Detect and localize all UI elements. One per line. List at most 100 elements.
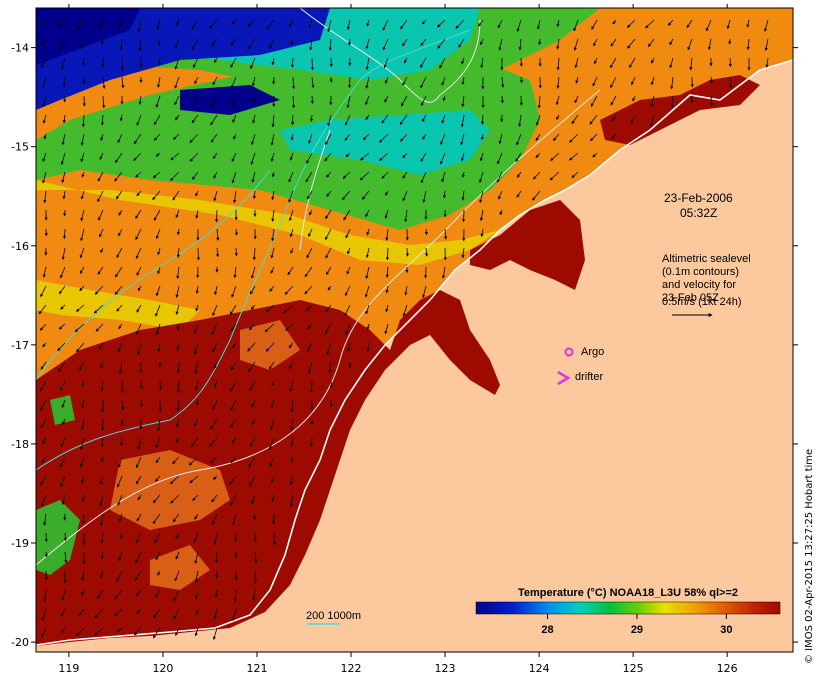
velocity-arrow [216,228,220,241]
velocity-arrow [62,228,67,240]
velocity-arrow [137,285,142,292]
velocity-arrow [250,152,256,165]
velocity-arrow [99,475,104,486]
velocity-arrow [121,76,125,89]
velocity-arrow [345,228,351,239]
velocity-arrow [115,152,123,164]
velocity-arrow [135,228,142,241]
velocity-arrow [291,114,295,126]
velocity-arrow [100,551,104,560]
velocity-arrow [589,114,598,125]
velocity-arrow [306,342,313,352]
velocity-arrow [359,171,370,181]
velocity-arrow [421,19,427,25]
velocity-arrow [287,266,294,276]
velocity-arrow [555,95,560,106]
velocity-arrow [41,38,47,46]
velocity-arrow [118,209,123,216]
velocity-arrow [64,551,68,564]
velocity-arrow [115,190,123,200]
velocity-arrow [41,494,47,507]
velocity-arrow [234,228,238,236]
velocity-arrow [344,133,351,141]
velocity-arrow [233,266,237,279]
velocity-arrow [155,456,161,464]
velocity-arrow [385,266,389,278]
sea-orange-patches [110,320,300,590]
velocity-arrow [99,494,104,507]
velocity-arrow [136,266,142,276]
velocity-arrow [272,513,276,525]
velocity-arrow [40,418,47,429]
velocity-arrow [498,38,503,51]
velocity-arrow [309,437,313,447]
lon-tick-label: 122 [341,662,362,675]
velocity-arrow [172,513,180,523]
velocity-arrow [311,76,315,89]
velocity-arrow [308,19,313,29]
velocity-arrow [627,38,636,49]
velocity-arrow [535,133,541,142]
velocity-arrow [252,589,256,602]
velocity-arrow [155,304,161,317]
lon-tick-label: 121 [246,662,267,675]
velocity-arrow [212,513,218,525]
velocity-arrow [60,152,66,166]
velocity-arrow [80,456,85,468]
velocity-arrow [61,608,66,617]
velocity-arrow [231,95,237,107]
sea-green-speckles [36,395,80,575]
velocity-arrow [631,76,636,86]
velocity-arrow [57,361,66,373]
velocity-arrow [362,133,370,141]
velocity-arrow [366,323,370,331]
velocity-arrow [61,133,66,146]
velocity-arrow [479,152,484,162]
velocity-arrow [210,418,218,430]
colorbar-tick-label: 29 [631,624,643,636]
velocity-arrow [346,19,351,31]
velocity-arrow [117,133,123,144]
velocity-arrow [80,190,85,200]
velocity-arrow [138,95,142,105]
velocity-arrow [325,228,332,241]
velocity-arrow [81,475,85,484]
velocity-arrow [158,380,163,391]
velocity-arrow [569,133,579,143]
velocity-arrow [306,304,313,311]
velocity-arrow [231,171,237,184]
velocity-arrow [553,133,560,142]
velocity-arrow [384,209,389,219]
velocity-arrow [118,551,123,562]
velocity-arrow [173,133,180,140]
velocity-arrow [460,133,465,146]
velocity-arrow [42,152,47,163]
velocity-arrow [116,304,123,312]
velocity-arrow [247,342,256,352]
velocity-arrow [444,228,448,240]
velocity-arrow [115,266,123,278]
velocity-arrow [420,171,427,184]
velocity-arrow [289,494,294,507]
velocity-arrow [271,209,275,222]
velocity-arrow [556,114,560,120]
velocity-arrow [269,285,275,292]
velocity-arrow [590,133,598,142]
velocity-arrow [100,570,104,579]
velocity-arrow [650,95,655,108]
velocity-arrow [384,95,389,103]
velocity-arrow [75,627,85,637]
velocity-arrow [192,171,199,180]
velocity-arrow [175,418,180,428]
velocity-arrow [135,532,142,544]
velocity-arrow [209,19,218,29]
velocity-arrow [231,152,237,162]
velocity-arrow [216,247,220,258]
velocity-arrow [80,418,85,431]
velocity-arrow [479,209,484,222]
velocity-arrow [709,76,713,84]
velocity-arrow [365,95,370,106]
velocity-arrow [480,114,485,125]
velocity-arrow [230,399,237,411]
velocity-arrow [155,323,161,336]
